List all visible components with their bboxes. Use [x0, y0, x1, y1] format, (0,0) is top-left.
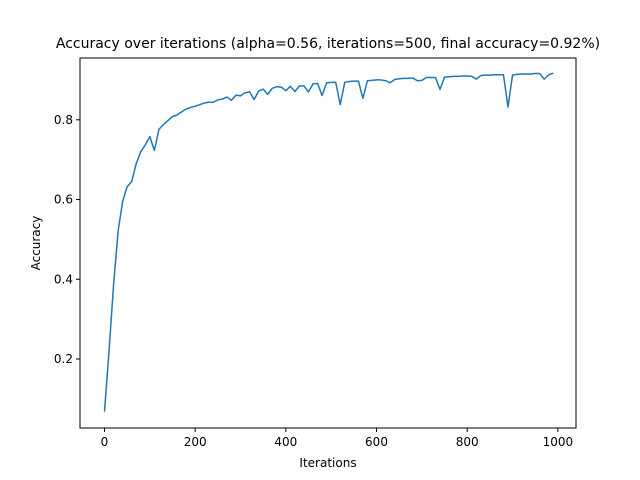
- x-axis-label: Iterations: [299, 456, 356, 470]
- x-tick-label: 400: [274, 435, 297, 449]
- plot-area: 0 200 400 600 800 1000 0.2 0.4 0.6 0.8: [54, 57, 577, 449]
- y-tick-label: 0.2: [54, 352, 73, 366]
- x-tick-label: 800: [456, 435, 479, 449]
- x-tick-label: 1000: [543, 435, 574, 449]
- y-axis-ticks: 0.2 0.4 0.6 0.8: [54, 113, 80, 366]
- x-axis-ticks: 0 200 400 600 800 1000: [101, 428, 573, 449]
- accuracy-series-line: [103, 72, 554, 412]
- x-tick-label: 0: [101, 435, 109, 449]
- y-tick-label: 0.4: [54, 272, 73, 286]
- y-tick-label: 0.8: [54, 113, 73, 127]
- chart-title: Accuracy over iterations (alpha=0.56, it…: [56, 36, 600, 52]
- x-tick-label: 200: [184, 435, 207, 449]
- x-tick-label: 600: [365, 435, 388, 449]
- y-axis-label: Accuracy: [29, 216, 43, 271]
- y-tick-label: 0.6: [54, 193, 73, 207]
- axes-frame: [79, 57, 577, 429]
